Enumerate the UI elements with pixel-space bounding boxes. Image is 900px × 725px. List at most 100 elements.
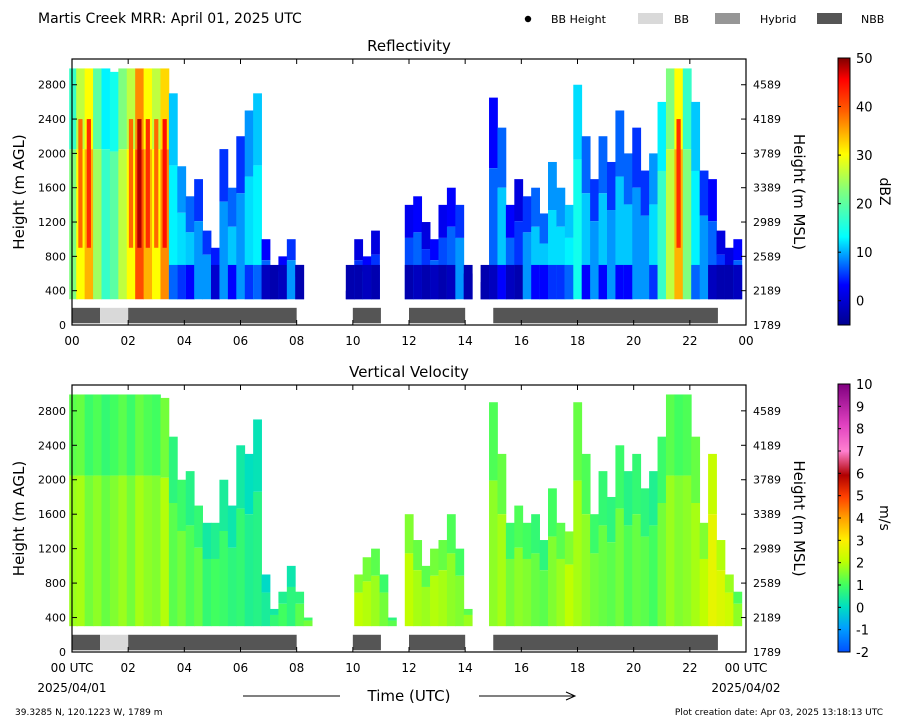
echo-column-lower [455, 575, 465, 627]
y-tick-label: 1600 [38, 182, 66, 195]
echo-column-upper [539, 213, 549, 244]
echo-column-lower [69, 475, 79, 627]
colorbar-tick-label: 2 [856, 557, 864, 572]
echo-column-upper [185, 196, 195, 233]
echo-column-lower [109, 475, 119, 627]
bb-segment-nbb [352, 634, 381, 651]
echo-column-lower [548, 210, 557, 300]
echo-column-upper [505, 522, 515, 559]
x-tick-label: 20 [626, 661, 641, 675]
echo-base [261, 264, 271, 300]
echo-column-upper [413, 540, 423, 571]
x-tick-label: 00 UTC [51, 661, 94, 675]
legend-swatch [638, 13, 663, 24]
echo-column-upper [632, 127, 642, 188]
echo-column-lower [632, 514, 642, 627]
echo-column-upper [438, 540, 448, 571]
x-tick-label: 10 [345, 334, 360, 348]
echo-column-upper [76, 68, 86, 150]
colorbar-tick-label: 40 [856, 101, 873, 116]
y-tick-label: 1600 [38, 508, 66, 521]
colorbar-tick-label: 10 [856, 378, 873, 393]
echo-column-upper [733, 239, 743, 261]
echo-columns [69, 68, 743, 300]
echo-column-lower [699, 215, 709, 300]
echo-column-lower [463, 614, 473, 627]
bb-segment-nbb [72, 307, 101, 324]
echo-column-upper [278, 591, 288, 604]
echo-column-upper [354, 239, 364, 261]
x-tick-label: 02 [121, 334, 136, 348]
y-tick-label: 400 [45, 285, 66, 298]
echo-column-upper [236, 136, 246, 194]
echo-column-lower [269, 614, 279, 627]
x-tick-label: 08 [289, 661, 304, 675]
echo-column-upper [362, 256, 372, 272]
y-tick-label: 2000 [38, 147, 66, 160]
echo-column-upper [261, 239, 271, 261]
echo-column-upper [640, 488, 650, 537]
x-tick-label: 08 [289, 334, 304, 348]
echo-column-lower [430, 575, 439, 627]
bb-segment-nbb [128, 307, 297, 324]
echo-column-lower [657, 170, 667, 300]
echo-column-lower [691, 170, 701, 300]
echo-column-upper [354, 574, 364, 593]
echo-column-upper [649, 471, 658, 526]
legend-item-hybrid: Hybrid [715, 13, 796, 26]
echo-column-upper [202, 230, 212, 255]
y-tick-label: 0 [59, 646, 66, 659]
echo-column-lower [682, 475, 692, 627]
echo-core [154, 119, 159, 248]
echo-column-upper [244, 110, 254, 177]
legend-label: BB [674, 13, 689, 26]
echo-column-lower [387, 620, 397, 627]
echo-column-upper [135, 394, 145, 476]
echo-column-lower [581, 193, 591, 300]
echo-column-lower [253, 491, 262, 627]
x-date-label-left: 2025/04/01 [37, 681, 106, 695]
echo-column-upper [463, 608, 473, 615]
y-tick-label-right: 2989 [753, 543, 781, 556]
echo-column-upper [674, 394, 684, 476]
colorbar-tick-label: 7 [856, 445, 864, 460]
echo-core [137, 119, 142, 248]
echo-base [404, 264, 414, 300]
echo-column-upper [615, 110, 625, 177]
echo-column-upper [261, 574, 271, 593]
colorbar-tick-label: 50 [856, 52, 873, 67]
echo-column-lower [227, 547, 237, 627]
echo-column-upper [126, 394, 136, 476]
echo-column-lower [623, 525, 633, 627]
echo-column-lower [606, 210, 616, 300]
y-tick-label-right: 2189 [753, 612, 781, 625]
legend: BB Height BB Hybrid NBB [524, 13, 884, 26]
y-tick-label-right: 2189 [753, 285, 781, 298]
y-tick-label-right: 2989 [753, 216, 781, 229]
echo-column-upper [455, 548, 465, 576]
panel-title: Reflectivity [367, 37, 451, 55]
echo-column-lower [708, 514, 717, 627]
echo-base [531, 264, 540, 300]
echo-column-upper [69, 68, 79, 150]
echo-column-lower [143, 475, 153, 627]
colorbar-tick-label: 10 [856, 246, 873, 261]
echo-column-upper [455, 204, 465, 238]
y-tick-label-right: 1789 [753, 319, 781, 332]
legend-item-bb: BB [638, 13, 689, 26]
echo-base [463, 264, 473, 300]
echo-column-lower [76, 475, 86, 627]
echo-column-lower [606, 542, 616, 627]
echo-column-upper [236, 445, 246, 509]
colorbar [837, 57, 851, 326]
echo-column-lower [109, 151, 119, 300]
echo-column-lower [202, 254, 212, 300]
echo-column-upper [286, 565, 296, 587]
echo-base [615, 264, 625, 300]
echo-column-lower [371, 575, 380, 627]
echo-column-upper [303, 617, 313, 621]
echo-column-lower [295, 603, 305, 627]
echo-column-upper [177, 479, 187, 531]
colorbar-tick-label: 4 [856, 512, 864, 527]
